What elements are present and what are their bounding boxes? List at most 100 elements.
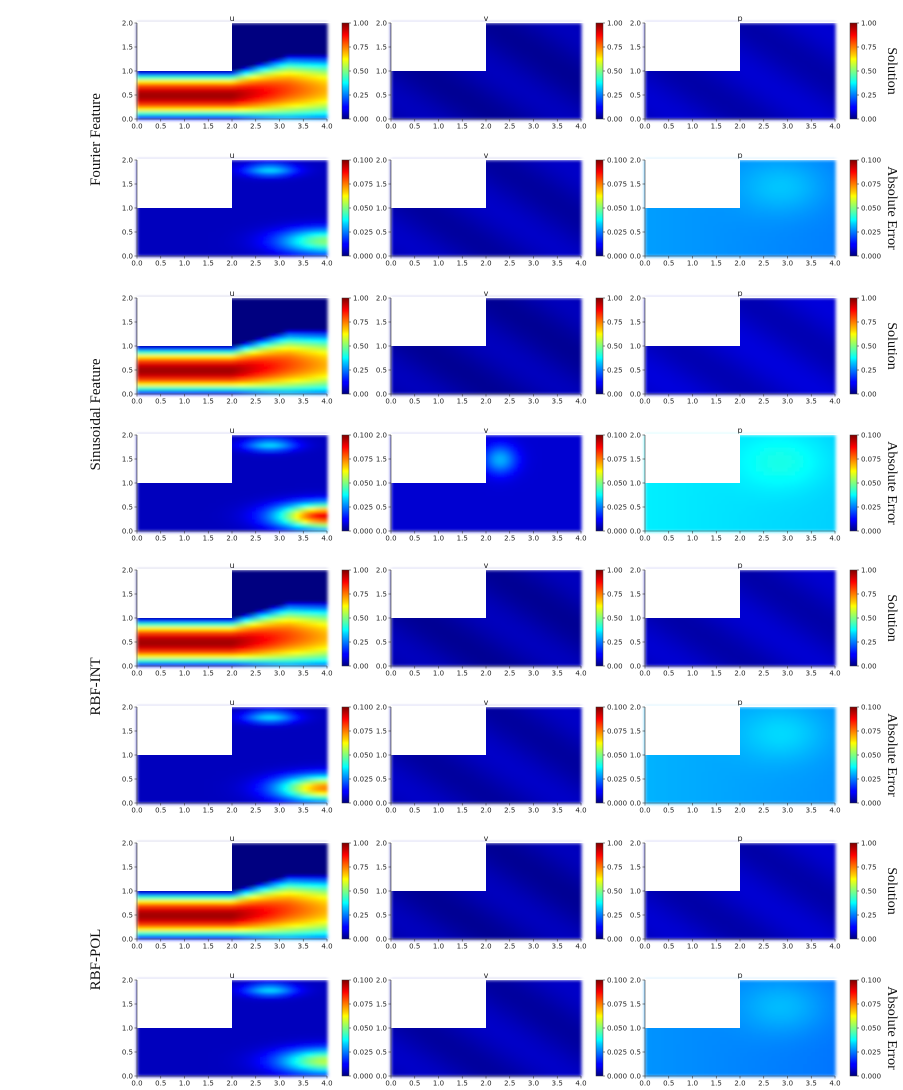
colorbar-tick-label: 0.00 [353, 936, 369, 944]
y-tick-label: 1.0 [630, 615, 641, 623]
obstacle [391, 707, 486, 755]
x-tick-label: 2.5 [504, 123, 515, 131]
panel-sinusoidal-feature-error-p: p0.0 0.5 1.0 1.5 2.0 2.5 3.0 3.5 4.00.00.51.01.5… [630, 426, 881, 543]
x-tick-label: 0.5 [155, 123, 166, 131]
y-tick-label: 0.0 [122, 253, 133, 261]
colorbar-tick-label: 0.25 [861, 92, 877, 100]
x-tick-label: 2.5 [758, 398, 769, 406]
x-tick-label: 0.0 [131, 260, 142, 268]
y-tick-label: 1.0 [122, 888, 133, 896]
y-tick-label: 2.0 [376, 432, 387, 440]
colorbar-tick-label: 1.00 [861, 20, 877, 28]
x-tick-label: 0.5 [663, 535, 674, 543]
x-tick-label: 0.0 [131, 535, 142, 543]
x-tick-label: 3.5 [806, 123, 817, 131]
y-tick-label: 1.5 [630, 44, 641, 52]
y-tick-label: 0.0 [630, 936, 641, 944]
y-tick-label: 1.5 [122, 44, 133, 52]
colorbar-tick-label: 0.075 [607, 456, 627, 464]
y-tick-label: 1.0 [376, 1025, 387, 1033]
x-tick-label: 0.5 [155, 398, 166, 406]
y-tick-label: 2.0 [630, 977, 641, 985]
x-tick-label: 3.5 [552, 260, 563, 268]
x-tick-label: 1.0 [433, 398, 444, 406]
colorbar-tick-label: 0.50 [607, 343, 623, 351]
y-tick-label: 2.0 [122, 840, 133, 848]
x-tick-label: 3.0 [274, 807, 285, 815]
colorbar-tick-label: 0.075 [861, 1001, 881, 1009]
x-tick-label: 4.0 [829, 1080, 840, 1088]
colorbar-tick-label: 0.000 [861, 800, 881, 808]
panel-rbf-pol-error-p: p0.0 0.5 1.0 1.5 2.0 2.5 3.0 3.5 4.00.00.51.01.5… [630, 971, 881, 1088]
colorbar-tick-label: 0.75 [607, 591, 623, 599]
y-tick-label: 0.5 [376, 776, 387, 784]
x-tick-label: 4.0 [575, 535, 586, 543]
colorbar-tick-label: 0.000 [353, 800, 373, 808]
x-tick-label: 0.0 [385, 943, 396, 951]
x-tick-label: 2.5 [250, 807, 261, 815]
colorbar-tick-label: 0.25 [353, 92, 369, 100]
y-tick-label: 0.0 [122, 936, 133, 944]
x-tick-label: 4.0 [575, 123, 586, 131]
x-tick-label: 3.5 [298, 260, 309, 268]
colorbar-tick-label: 0.75 [353, 864, 369, 872]
colorbar-tick-label: 0.75 [607, 319, 623, 327]
x-tick-label: 2.0 [734, 1080, 745, 1088]
colorbar [850, 707, 857, 803]
x-tick-label: 0.0 [385, 123, 396, 131]
y-tick-label: 0.0 [122, 116, 133, 124]
y-tick-label: 0.0 [376, 253, 387, 261]
x-tick-label: 2.0 [734, 670, 745, 678]
colorbar-tick-label: 0.25 [607, 639, 623, 647]
x-tick-label: 1.0 [687, 123, 698, 131]
obstacle [137, 435, 232, 483]
x-tick-label: 4.0 [321, 398, 332, 406]
y-tick-label: 0.0 [376, 800, 387, 808]
colorbar-tick-label: 0.050 [353, 1025, 373, 1033]
x-tick-label: 1.0 [179, 670, 190, 678]
colorbar-tick-label: 0.50 [353, 888, 369, 896]
x-tick-label: 1.5 [457, 807, 468, 815]
x-tick-label: 3.0 [274, 1080, 285, 1088]
x-tick-label: 3.5 [552, 670, 563, 678]
colorbar-tick-label: 0.00 [607, 936, 623, 944]
colorbar-tick-label: 0.075 [353, 1001, 373, 1009]
y-tick-label: 0.0 [122, 391, 133, 399]
x-tick-label: 1.0 [687, 260, 698, 268]
frame-mask [385, 706, 587, 708]
x-tick-label: 2.0 [480, 943, 491, 951]
x-tick-label: 0.5 [409, 670, 420, 678]
x-tick-label: 3.0 [274, 398, 285, 406]
colorbar-tick-label: 0.075 [353, 181, 373, 189]
y-tick-label: 1.0 [630, 752, 641, 760]
frame-mask [639, 159, 841, 161]
row-label-solution: Solution [884, 322, 899, 369]
y-tick-label: 0.0 [122, 528, 133, 536]
x-tick-label: 0.0 [639, 535, 650, 543]
y-tick-label: 1.5 [376, 864, 387, 872]
obstacle [645, 23, 740, 71]
y-tick-label: 1.0 [630, 480, 641, 488]
x-tick-label: 3.0 [274, 123, 285, 131]
colorbar-tick-label: 0.000 [607, 800, 627, 808]
x-tick-label: 3.0 [528, 1080, 539, 1088]
y-tick-label: 1.5 [122, 1001, 133, 1009]
x-tick-label: 0.0 [131, 807, 142, 815]
y-tick-label: 2.0 [122, 567, 133, 575]
colorbar-tick-label: 0.025 [353, 1049, 373, 1057]
colorbar-tick-label: 0.050 [861, 1025, 881, 1033]
x-tick-label: 3.5 [806, 670, 817, 678]
y-tick-label: 2.0 [376, 157, 387, 165]
colorbar-tick-label: 0.00 [607, 116, 623, 124]
row-label-absolute-error: Absolute Error [884, 441, 899, 525]
y-tick-label: 2.0 [630, 567, 641, 575]
x-tick-label: 1.5 [203, 670, 214, 678]
obstacle [137, 160, 232, 208]
colorbar-tick-label: 0.025 [861, 504, 881, 512]
y-tick-label: 1.0 [376, 480, 387, 488]
colorbar [342, 980, 349, 1076]
row-label-absolute-error: Absolute Error [884, 986, 899, 1070]
x-tick-label: 3.5 [806, 398, 817, 406]
frame-mask [639, 22, 841, 24]
obstacle [645, 843, 740, 891]
